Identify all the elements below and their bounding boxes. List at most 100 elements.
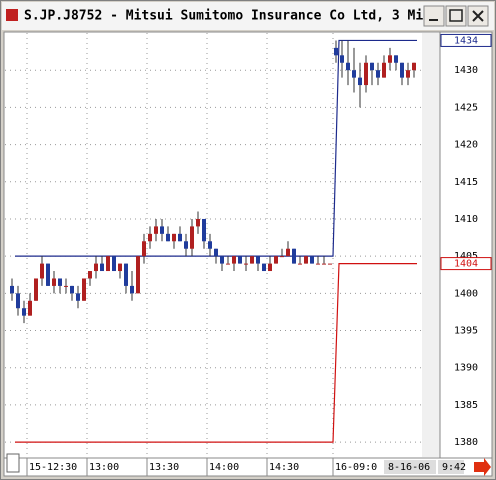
candle-body — [172, 233, 176, 242]
y-tick-label: 1420 — [454, 140, 478, 151]
candle-body — [124, 263, 128, 286]
candle-body — [214, 248, 218, 257]
time-axis — [3, 457, 493, 477]
candle-body — [112, 256, 116, 272]
candle-body — [100, 263, 104, 272]
scroll-arrow[interactable] — [474, 458, 491, 476]
time-box — [438, 460, 464, 474]
date-box — [384, 460, 436, 474]
x-tick-label: 16-09:0 — [335, 462, 377, 473]
candle-body — [106, 256, 110, 272]
candle-body — [286, 248, 290, 257]
y-tick-label: 1405 — [454, 251, 478, 262]
minimize-button[interactable] — [423, 5, 445, 27]
candle-body — [148, 233, 152, 242]
candle-body — [376, 70, 380, 78]
y-tick-label: 1430 — [454, 65, 478, 76]
close-button[interactable] — [467, 5, 489, 27]
last-value-label: 1404 — [454, 259, 478, 270]
candle-body — [316, 263, 320, 265]
window-title: S.JP.J8752 - Mitsui Sumitomo Insurance C… — [24, 9, 431, 24]
x-tick-label: 13:30 — [149, 462, 179, 473]
candle-body — [52, 278, 56, 286]
y-tick-label: 1415 — [454, 177, 478, 188]
y-tick-label: 1410 — [454, 214, 478, 225]
candle-body — [82, 278, 86, 301]
candle-body — [232, 256, 236, 264]
candle-body — [142, 241, 146, 257]
candle-body — [196, 218, 200, 227]
candle-body — [262, 263, 266, 272]
candle-body — [238, 256, 242, 264]
last-value-label: 1434 — [454, 35, 478, 46]
candle-body — [88, 271, 92, 279]
candle-body — [178, 233, 182, 242]
candle-body — [310, 256, 314, 264]
y-tick-label: 1425 — [454, 102, 478, 113]
x-tick-label: 14:00 — [209, 462, 239, 473]
last-value-box — [440, 33, 492, 47]
candle-body — [16, 293, 20, 309]
candle-body — [184, 241, 188, 249]
candle-body — [190, 226, 194, 249]
scroll-box[interactable] — [6, 453, 20, 473]
candle-body — [334, 47, 338, 56]
candle-body — [280, 256, 284, 258]
chart-area — [3, 31, 493, 459]
y-tick-label: 1385 — [454, 400, 478, 411]
right-margin — [422, 33, 440, 457]
candle-body — [304, 256, 308, 264]
date-label: 8-16-06 — [388, 462, 430, 473]
candle-body — [382, 62, 386, 78]
candle-body — [292, 248, 296, 264]
candle-body — [154, 226, 158, 234]
candle-body — [244, 263, 248, 265]
plot: 1380 1385 1390 1395 1400 1405 1410 1415 1420 1425… — [5, 33, 492, 476]
candle-body — [46, 263, 50, 286]
candle-body — [370, 62, 374, 71]
candle-body — [226, 263, 230, 265]
candle-body — [220, 256, 224, 264]
x-tick-label: 13:00 — [89, 462, 119, 473]
candle-body — [160, 226, 164, 234]
y-tick-label: 1390 — [454, 363, 478, 374]
candle-body — [40, 263, 44, 279]
candle-body — [274, 256, 278, 264]
candle-body — [64, 285, 68, 287]
time-label: 9:42 — [442, 462, 466, 473]
candle-body — [328, 263, 332, 265]
candle-body — [406, 70, 410, 78]
candle-body — [394, 55, 398, 63]
candle-body — [34, 278, 38, 301]
candle-body — [202, 218, 206, 242]
candle-body — [28, 300, 32, 316]
candle-body — [166, 233, 170, 242]
candle-body — [352, 70, 356, 78]
x-tick-label: 15-12:30 — [29, 462, 77, 473]
y-tick-label: 1400 — [454, 288, 478, 299]
candle-body — [346, 62, 350, 71]
candle-body — [268, 263, 272, 272]
candle-body — [412, 62, 416, 71]
y-tick-label: 1395 — [454, 326, 478, 337]
candle-body — [322, 263, 326, 265]
candle-body — [118, 263, 122, 272]
candle-body — [298, 263, 302, 265]
candle-body — [340, 55, 344, 63]
candle-body — [130, 285, 134, 294]
candle-body — [22, 308, 26, 316]
maximize-button[interactable] — [445, 5, 467, 27]
candle-body — [250, 256, 254, 264]
last-value-box — [440, 257, 492, 271]
candle-body — [364, 62, 368, 86]
title-bar — [2, 2, 494, 30]
candle-body — [136, 256, 140, 294]
candle-body — [76, 293, 80, 301]
app-icon — [6, 9, 18, 21]
candle-body — [358, 77, 362, 86]
x-tick-label: 14:30 — [269, 462, 299, 473]
indicator-line — [15, 262, 417, 443]
candle-body — [58, 278, 62, 286]
y-tick-label: 1380 — [454, 437, 478, 448]
